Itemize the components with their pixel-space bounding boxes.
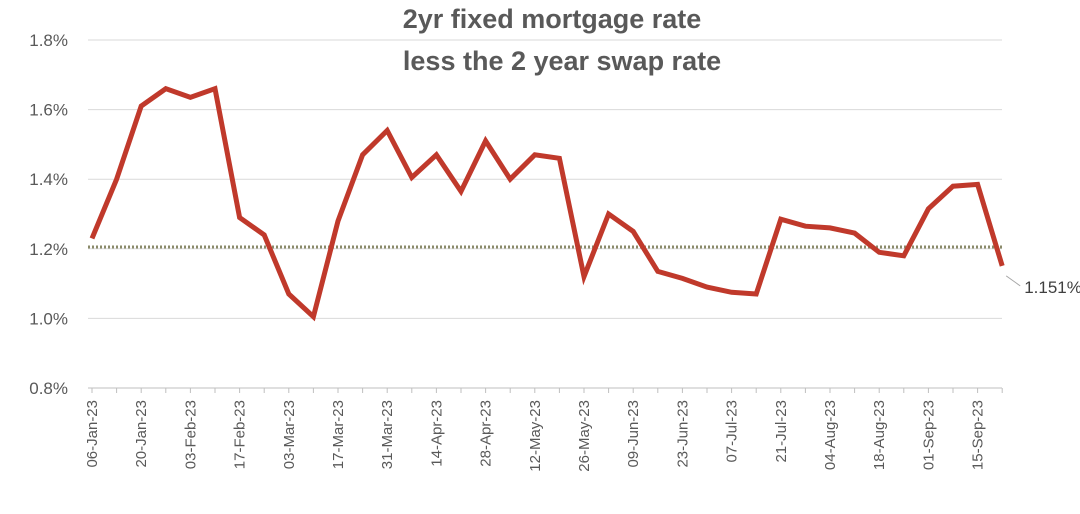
x-tick-label: 26-May-23 [576, 400, 593, 472]
x-tick-label: 31-Mar-23 [379, 400, 396, 469]
x-tick-label: 07-Jul-23 [724, 400, 741, 463]
x-tick-label: 17-Feb-23 [232, 400, 249, 469]
gridlines [88, 39, 1002, 319]
y-tick-label: 1.8% [29, 31, 68, 50]
last-value-annotation: 1.151% [1024, 278, 1080, 297]
x-tick-label: 14-Apr-23 [428, 400, 445, 467]
y-tick-label: 1.6% [29, 101, 68, 120]
chart-title-line-1: 2yr fixed mortgage rate [403, 4, 702, 34]
x-tick-label: 23-Jun-23 [674, 400, 691, 468]
x-tick-label: 20-Jan-23 [133, 400, 150, 468]
chart-title-line-2: less the 2 year swap rate [403, 46, 721, 76]
x-axis-ticks: 06-Jan-23 20-Jan-23 03-Feb-23 17-Feb-23 03-M… [84, 400, 987, 472]
x-tick-label: 12-May-23 [527, 400, 544, 472]
x-tick-label: 15-Sep-23 [970, 400, 987, 470]
y-tick-label: 1.4% [29, 170, 68, 189]
annotation-leader-line [1005, 275, 1021, 287]
y-tick-label: 1.2% [29, 240, 68, 259]
x-tick-label: 28-Apr-23 [478, 400, 495, 467]
x-tick-label: 18-Aug-23 [871, 400, 888, 470]
x-tick-label: 09-Jun-23 [625, 400, 642, 468]
y-tick-label: 1.0% [29, 309, 68, 328]
x-tick-label: 03-Mar-23 [281, 400, 298, 469]
series-line [89, 85, 1005, 322]
x-tick-label: 04-Aug-23 [822, 400, 839, 470]
x-tick-label: 06-Jan-23 [84, 400, 101, 468]
x-axis [88, 387, 1003, 393]
y-tick-label: 0.8% [29, 379, 68, 398]
x-tick-label: 17-Mar-23 [330, 400, 347, 469]
x-tick-label: 21-Jul-23 [773, 400, 790, 463]
y-axis-ticks: 1.8% 1.6% 1.4% 1.2% 1.0% 0.8% [29, 31, 68, 398]
x-tick-label: 01-Sep-23 [920, 400, 937, 470]
x-tick-label: 03-Feb-23 [182, 400, 199, 469]
